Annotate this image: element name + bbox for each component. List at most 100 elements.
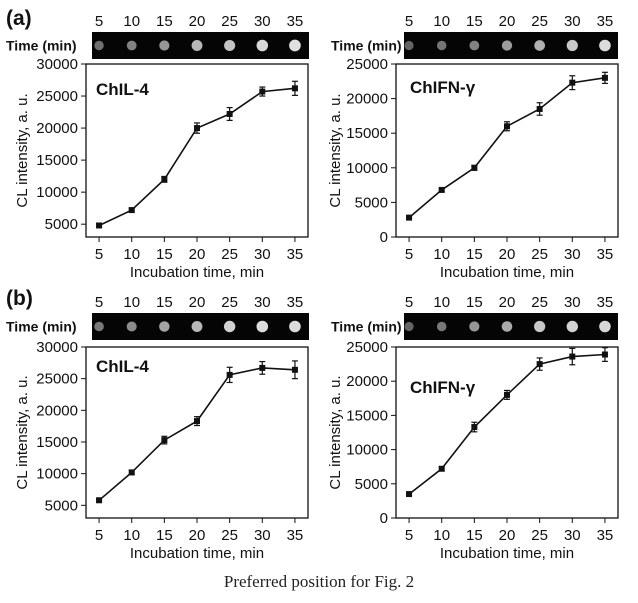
strip-time-label: Time (min) (6, 38, 77, 54)
y-axis-label: CL intensity, a. u. (14, 93, 31, 207)
sample-spot (566, 320, 578, 333)
x-tick-label: 15 (156, 246, 173, 263)
y-tick-label: 25000 (36, 88, 78, 105)
series-line (408, 353, 605, 495)
strip-time-tick: 30 (564, 13, 581, 30)
y-tick-label: 20000 (36, 120, 78, 137)
y-tick-label: 30000 (36, 339, 78, 356)
inset-title: ChIL-4 (96, 80, 149, 99)
sample-spot (126, 321, 137, 332)
inset-title: ChIFN-γ (410, 378, 476, 397)
strip-time-tick: 15 (156, 294, 173, 311)
strip-time-label: Time (min) (6, 319, 77, 335)
y-tick-label: 20000 (346, 91, 388, 108)
x-tick-label: 15 (466, 527, 483, 544)
figure-caption: Preferred position for Fig. 2 (223, 572, 415, 591)
x-tick-label: 5 (405, 246, 413, 263)
data-point (161, 176, 168, 183)
strip-time-tick: 10 (433, 13, 450, 30)
data-point (226, 371, 233, 378)
y-axis-label: CL intensity, a. u. (14, 375, 31, 489)
y-tick-label: 10000 (346, 442, 388, 459)
sample-spot (223, 320, 236, 333)
data-point (96, 222, 103, 229)
sample-spot (469, 40, 480, 51)
x-tick-label: 35 (287, 246, 304, 263)
data-point (569, 353, 576, 360)
sample-spot (469, 321, 480, 332)
y-axis-label: CL intensity, a. u. (327, 375, 344, 489)
sample-spot (534, 320, 546, 333)
y-tick-label: 10000 (36, 184, 78, 201)
data-point (438, 186, 445, 193)
sample-spot (224, 39, 236, 52)
sample-spot (566, 39, 578, 52)
x-axis-label: Incubation time, min (130, 264, 264, 281)
strip-time-tick: 20 (499, 294, 516, 311)
y-tick-label: 20000 (36, 402, 78, 419)
data-point (536, 105, 543, 112)
y-axis-label: CL intensity, a. u. (327, 93, 344, 207)
y-tick-label: 25000 (346, 56, 388, 73)
chart-panel-3: (b) Time (min) 5 10 15 20 25 30 35 5000 10000 15000… (6, 287, 309, 562)
y-tick-label: 25000 (36, 371, 78, 388)
strip-time-tick: 25 (221, 13, 238, 30)
sample-spot (159, 321, 170, 332)
strip-time-label: Time (min) (331, 319, 402, 335)
x-axis-label: Incubation time, min (440, 264, 574, 281)
data-point (471, 424, 478, 431)
sample-spot (599, 320, 611, 333)
chart-panel-2: Time (min)5 10 15 20 25 30 3505000100001500020… (327, 13, 619, 281)
data-point (291, 85, 298, 92)
sample-spot (191, 40, 203, 51)
strip-time-tick: 10 (433, 294, 450, 311)
sample-spot (404, 321, 414, 332)
sample-spot (436, 40, 447, 51)
data-point (406, 214, 413, 221)
strip-time-tick: 5 (405, 13, 413, 30)
sample-spot (404, 40, 414, 51)
x-tick-label: 10 (433, 246, 450, 263)
sample-spot (501, 40, 513, 51)
x-tick-label: 35 (597, 527, 614, 544)
inset-title: ChIFN-γ (410, 78, 476, 97)
panel-label: (b) (6, 287, 33, 310)
x-tick-label: 10 (433, 527, 450, 544)
x-tick-label: 20 (499, 527, 516, 544)
sample-spot (256, 39, 269, 52)
strip-time-tick: 5 (405, 294, 413, 311)
x-tick-label: 10 (123, 527, 140, 544)
data-point (438, 465, 445, 472)
sample-spot (94, 321, 104, 332)
y-tick-label: 5000 (355, 194, 388, 211)
data-point (128, 207, 135, 214)
data-point (259, 364, 266, 371)
y-tick-label: 5000 (45, 497, 78, 514)
sample-spot (94, 40, 104, 51)
data-point (259, 88, 266, 95)
strip-time-tick: 30 (564, 294, 581, 311)
y-tick-label: 15000 (346, 407, 388, 424)
data-point (601, 74, 608, 81)
data-point (96, 497, 103, 504)
x-tick-label: 30 (564, 527, 581, 544)
strip-time-tick: 25 (531, 294, 548, 311)
strip-time-tick: 25 (531, 13, 548, 30)
inset-title: ChIL-4 (96, 357, 149, 376)
series-line (408, 77, 606, 219)
y-tick-label: 20000 (346, 373, 388, 390)
strip-time-tick: 15 (466, 294, 483, 311)
strip-time-tick: 5 (95, 294, 103, 311)
x-tick-label: 5 (95, 527, 103, 544)
x-tick-label: 20 (499, 246, 516, 263)
y-tick-label: 15000 (36, 434, 78, 451)
y-tick-label: 15000 (346, 125, 388, 142)
strip-time-tick: 20 (499, 13, 516, 30)
sample-spot (534, 40, 546, 51)
chart-panel-4: Time (min)5 10 15 20 25 30 3505000100001500020… (327, 294, 619, 562)
sample-spot (191, 321, 203, 332)
sample-spot (436, 321, 447, 332)
data-point (194, 418, 200, 425)
y-tick-label: 15000 (36, 152, 78, 169)
